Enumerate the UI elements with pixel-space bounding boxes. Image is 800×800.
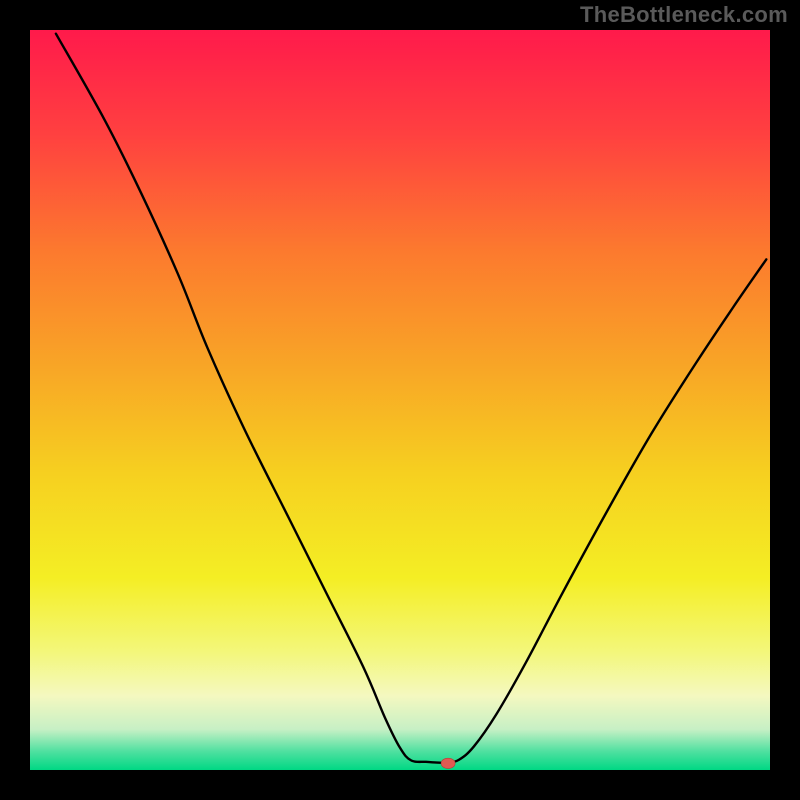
plot-background bbox=[30, 30, 770, 770]
optimal-marker bbox=[441, 758, 455, 768]
watermark-text: TheBottleneck.com bbox=[580, 2, 788, 28]
chart-stage: TheBottleneck.com bbox=[0, 0, 800, 800]
bottleneck-curve-chart bbox=[0, 0, 800, 800]
